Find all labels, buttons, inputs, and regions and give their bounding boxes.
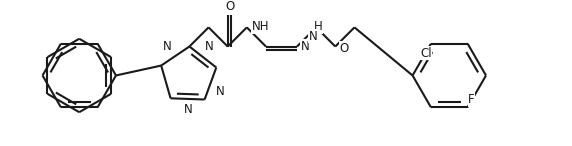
Text: NH: NH — [252, 20, 269, 33]
Text: N: N — [184, 103, 193, 116]
Text: H: H — [313, 20, 323, 33]
Text: F: F — [468, 93, 475, 106]
Text: N: N — [301, 40, 309, 53]
Text: Cl: Cl — [420, 47, 432, 60]
Text: O: O — [339, 42, 348, 55]
Text: O: O — [225, 0, 235, 13]
Text: N: N — [309, 30, 317, 43]
Text: N: N — [205, 40, 214, 53]
Text: N: N — [216, 85, 225, 98]
Text: N: N — [163, 40, 172, 53]
